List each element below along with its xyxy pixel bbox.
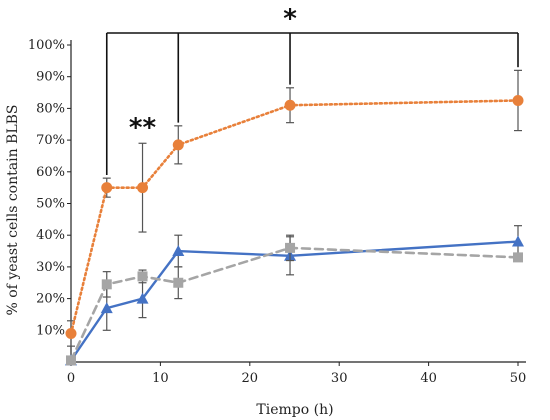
data-point — [136, 292, 149, 304]
data-point — [66, 355, 76, 366]
significance-label-double: ** — [129, 113, 157, 143]
data-point — [172, 139, 184, 151]
significance-label-single: * — [283, 4, 297, 34]
data-point — [512, 94, 524, 106]
data-point — [513, 252, 523, 263]
y-tick-label: 80% — [36, 101, 65, 116]
data-point — [512, 235, 524, 247]
y-tick-label: 20% — [36, 292, 65, 307]
y-tick-label: 90% — [36, 70, 65, 85]
data-point — [137, 182, 149, 194]
series-group — [65, 69, 524, 366]
y-tick-label: 70% — [36, 133, 65, 148]
axes — [70, 40, 526, 363]
data-point — [65, 327, 77, 339]
significance-brackets: *** — [105, 4, 519, 175]
x-tick-label: 30 — [331, 371, 348, 386]
data-point — [172, 245, 185, 257]
y-tick-label: 100% — [28, 38, 65, 53]
x-axis-title: Tiempo (h) — [256, 402, 333, 418]
data-point — [101, 279, 112, 290]
series-2 — [66, 234, 523, 366]
series-line — [69, 240, 520, 362]
data-point — [173, 277, 184, 288]
series-line — [69, 99, 520, 335]
y-tick-label: 50% — [36, 197, 65, 212]
data-point — [285, 242, 296, 253]
y-axis-ticks: 10% 20% 30% 40% 50% 60% 70% 80% 90% 100% — [28, 38, 71, 338]
x-tick-label: 50 — [510, 371, 527, 386]
y-tick-label: 30% — [36, 260, 65, 275]
x-tick-label: 40 — [420, 371, 437, 386]
series-0 — [65, 69, 524, 347]
data-point — [137, 271, 148, 282]
x-tick-label: 0 — [67, 371, 75, 386]
x-tick-label: 20 — [242, 371, 259, 386]
y-tick-label: 40% — [36, 228, 65, 243]
x-tick-label: 10 — [152, 371, 169, 386]
data-point — [101, 182, 113, 194]
data-point — [284, 99, 296, 111]
x-axis-ticks: 0 10 20 30 40 50 — [67, 362, 526, 386]
y-axis-title: % of yeast cells contain BLBS — [5, 105, 21, 316]
data-point — [100, 302, 113, 314]
y-tick-label: 10% — [36, 323, 65, 338]
y-tick-label: 60% — [36, 165, 65, 180]
series-line — [69, 246, 520, 362]
